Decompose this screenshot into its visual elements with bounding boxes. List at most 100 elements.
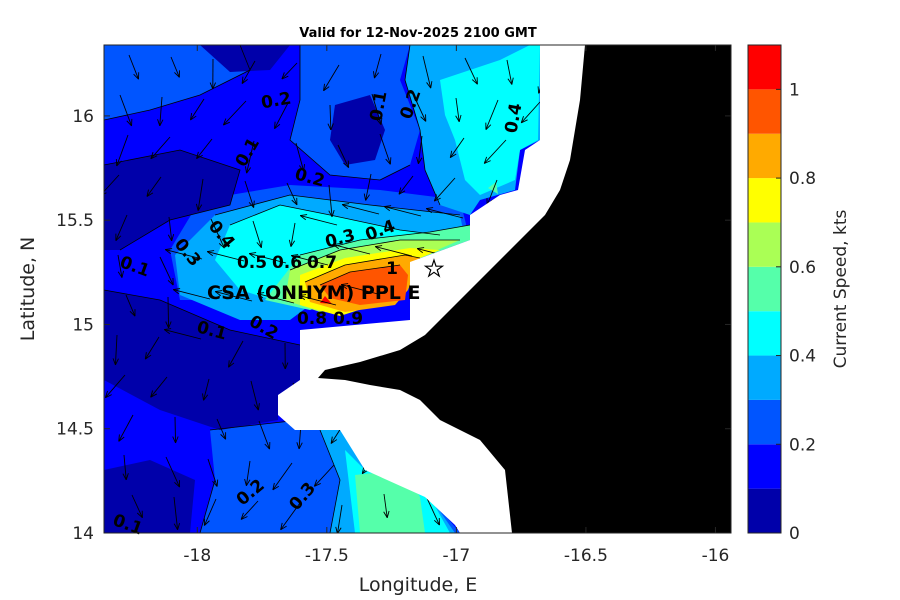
vector-head	[218, 243, 225, 249]
colorbar-swatch	[748, 89, 781, 134]
vector-head	[417, 247, 425, 249]
vector-shaft	[197, 178, 204, 211]
current-vector	[172, 416, 179, 444]
current-vector	[341, 203, 380, 215]
current-vector	[167, 216, 175, 242]
vector-head	[418, 157, 423, 164]
vector-head	[253, 404, 259, 411]
current-vector	[422, 55, 433, 89]
vector-shaft	[114, 334, 118, 365]
current-vector	[248, 252, 287, 264]
vector-head	[115, 235, 122, 242]
x-tick-label: -17	[442, 546, 470, 566]
y-tick-label: 15	[72, 315, 94, 335]
current-vector	[252, 220, 263, 249]
vector-shaft	[223, 100, 247, 126]
vector-head	[398, 190, 406, 195]
vector-head	[537, 86, 540, 94]
vector-head	[376, 118, 382, 125]
vector-shaft	[150, 136, 171, 160]
vector-head	[398, 187, 402, 195]
current-vector	[383, 493, 390, 519]
current-vector	[214, 290, 253, 302]
vector-shaft	[328, 184, 333, 217]
vector-head	[129, 310, 136, 317]
band-0.9-1.0	[320, 265, 408, 305]
current-vector	[104, 374, 126, 399]
vector-head	[521, 119, 528, 124]
vector-head	[290, 240, 296, 247]
vector-head	[333, 243, 341, 245]
vector-shaft	[286, 182, 298, 206]
contour-line	[304, 254, 421, 283]
colorbar-swatch	[748, 266, 781, 312]
current-vector	[483, 139, 507, 164]
colorbar-swatch	[748, 488, 781, 533]
current-vector	[464, 57, 478, 85]
current-vector	[363, 173, 372, 201]
vector-shaft	[342, 204, 380, 215]
current-vector	[150, 136, 171, 160]
current-vector	[163, 328, 202, 340]
vector-shaft	[104, 174, 120, 193]
vector-head	[260, 240, 263, 248]
vector-head	[330, 439, 338, 444]
contour-line	[404, 45, 441, 206]
vector-shaft	[341, 284, 379, 295]
vector-shaft	[228, 340, 244, 368]
vector-shaft	[422, 55, 432, 89]
vector-shaft	[203, 498, 217, 526]
vector-head	[246, 167, 252, 174]
vector-head	[206, 251, 214, 257]
current-vector	[281, 62, 298, 80]
current-vector	[371, 93, 383, 125]
vector-head	[104, 192, 107, 195]
colorbar-swatch	[748, 222, 781, 267]
vector-shaft	[280, 502, 301, 530]
vector-head	[281, 72, 285, 80]
vector-head	[116, 160, 122, 167]
vector-shaft	[207, 458, 218, 487]
vector-shaft	[128, 54, 139, 80]
vector-head	[384, 205, 392, 207]
colorbar-swatch	[748, 133, 781, 179]
vector-head	[425, 208, 433, 214]
current-vector	[203, 498, 217, 526]
plot-area	[104, 45, 731, 533]
vector-head	[290, 255, 298, 261]
vector-shaft	[449, 137, 465, 158]
current-vector	[244, 180, 255, 208]
vector-shaft	[244, 180, 255, 208]
vector-head	[299, 294, 307, 296]
vector-head	[257, 403, 260, 411]
current-vector	[118, 414, 134, 442]
vector-shaft	[333, 244, 371, 255]
vector-head	[209, 82, 214, 90]
vector-shaft	[337, 504, 343, 533]
colorbar-tick-label: 0.4	[789, 347, 816, 367]
y-tick-label: 14.5	[56, 420, 94, 440]
current-vector	[520, 101, 541, 124]
vector-head	[365, 194, 370, 201]
vector-head	[167, 280, 174, 286]
vector-shaft	[314, 464, 335, 487]
vector-shaft	[146, 176, 162, 197]
vector-head	[341, 283, 349, 285]
vector-head	[280, 525, 287, 531]
x-tick-label: -18	[183, 546, 211, 566]
contour-line	[104, 289, 301, 346]
vector-shaft	[123, 454, 127, 480]
vector-head	[284, 362, 289, 370]
vector-head	[420, 116, 427, 122]
vector-head	[112, 358, 116, 366]
vector-head	[173, 523, 178, 531]
vector-shaft	[426, 208, 464, 219]
vector-shaft	[125, 294, 136, 317]
vector-head	[244, 166, 248, 174]
axes: -18 -17.5 -17 -16.5 -16 14 14.5 15 15.5 16	[56, 45, 731, 566]
vector-shaft	[520, 101, 541, 124]
vector-head	[374, 246, 382, 252]
vector-head	[136, 512, 143, 519]
vector-head	[248, 253, 256, 259]
